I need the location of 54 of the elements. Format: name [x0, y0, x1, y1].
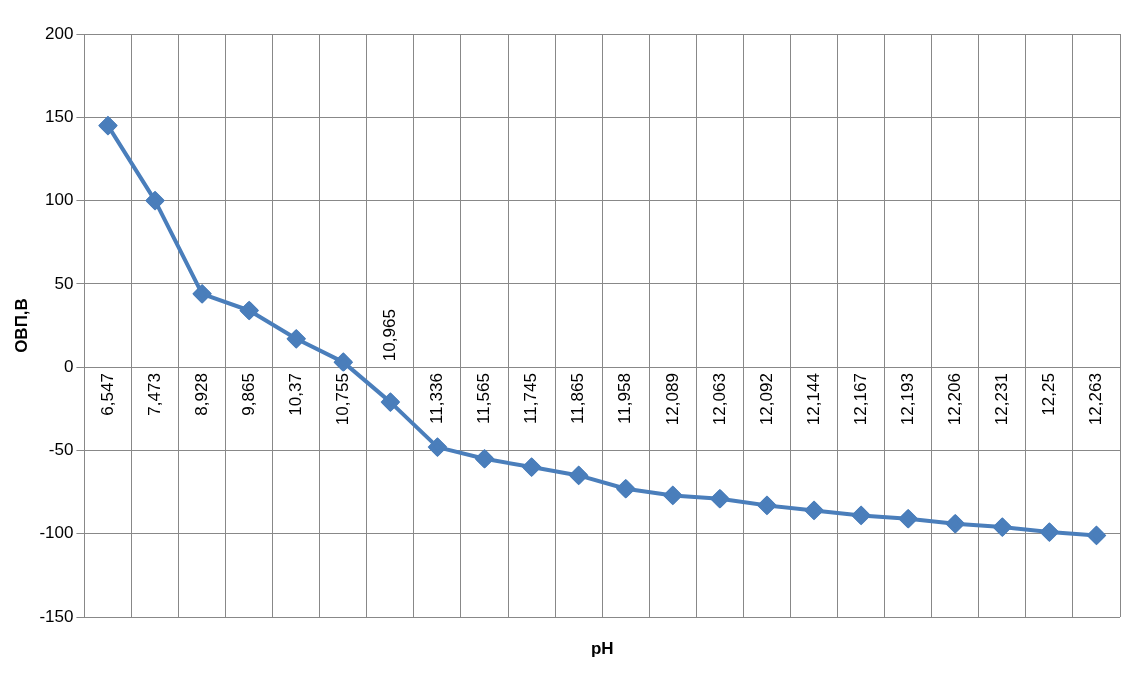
- point: [428, 438, 447, 457]
- point: [805, 501, 824, 520]
- x-tick-label: 9,865: [238, 373, 258, 416]
- point: [569, 466, 588, 485]
- x-tick-label: 7,473: [144, 373, 164, 416]
- y-tick-label: -100: [39, 523, 74, 543]
- y-tick-label: 100: [45, 190, 74, 210]
- x-tick-label: 12,25: [1039, 373, 1059, 416]
- x-tick-label: 12,092: [756, 373, 776, 426]
- x-tick-label: 10,755: [333, 373, 353, 426]
- x-tick-label: 12,144: [803, 373, 823, 426]
- y-tick-label: 200: [45, 23, 74, 43]
- x-tick-label: 12,206: [944, 373, 964, 426]
- x-tick-label: 12,231: [992, 373, 1012, 426]
- point: [757, 496, 776, 515]
- point: [946, 514, 965, 533]
- point: [98, 116, 117, 135]
- x-axis-title: pH: [590, 638, 614, 658]
- x-tick-label: 10,965: [380, 309, 400, 362]
- point: [710, 489, 729, 508]
- point: [522, 458, 541, 477]
- x-tick-label: 6,547: [97, 373, 117, 416]
- x-tick-label: 12,167: [850, 373, 870, 426]
- point: [1040, 523, 1059, 542]
- y-tick-label: 0: [63, 356, 74, 376]
- point: [899, 509, 918, 528]
- x-tick-label: 11,336: [427, 373, 447, 424]
- point: [146, 191, 165, 210]
- point: [663, 486, 682, 505]
- point: [616, 479, 635, 498]
- y-axis-title: ОВП,В: [11, 298, 31, 353]
- x-tick-label: 11,565: [474, 373, 494, 424]
- point: [993, 518, 1012, 537]
- x-tick-label: 11,745: [521, 373, 541, 424]
- x-tick-label: 12,193: [897, 373, 917, 426]
- point: [1087, 526, 1106, 545]
- point: [852, 506, 871, 525]
- x-tick-label: 11,958: [615, 373, 635, 424]
- y-tick-label: 150: [45, 106, 74, 126]
- x-tick-label: 11,865: [568, 373, 588, 424]
- point: [334, 353, 353, 372]
- point: [287, 329, 306, 348]
- x-tick-label: 8,928: [191, 373, 211, 416]
- y-tick-label: 50: [54, 273, 74, 293]
- x-tick-label: 10,37: [285, 373, 305, 416]
- y-tick-label: -150: [39, 606, 74, 626]
- x-tick-label: 12,263: [1086, 373, 1106, 426]
- y-tick-label: -50: [48, 440, 74, 460]
- point: [193, 284, 212, 303]
- x-tick-label: 12,089: [662, 373, 682, 426]
- point: [475, 449, 494, 468]
- point: [240, 301, 259, 320]
- point: [381, 393, 400, 412]
- x-tick-label: 12,063: [709, 373, 729, 426]
